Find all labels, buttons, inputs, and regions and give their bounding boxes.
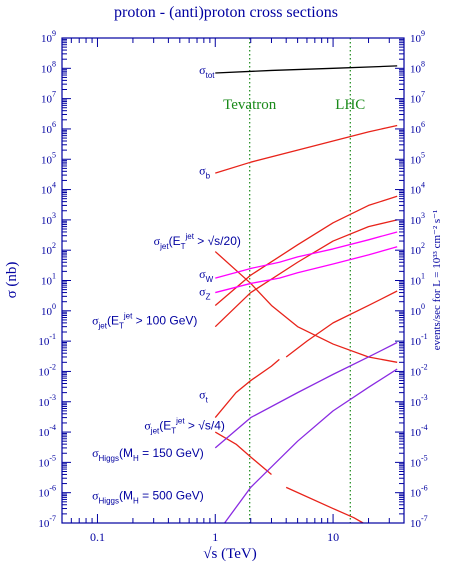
y-tick-label: 105 xyxy=(41,150,56,166)
y-right-tick-label: 106 xyxy=(410,120,425,136)
y-right-tick-label: 100 xyxy=(410,302,425,318)
label-sigma-t: σt xyxy=(199,387,208,404)
label-sigma-higgs-150: σHiggs(MH = 150 GeV) xyxy=(92,446,204,463)
y-tick-label: 10-1 xyxy=(38,332,56,348)
y-tick-label: 10-3 xyxy=(38,393,56,409)
y-tick-label: 100 xyxy=(41,302,56,318)
y-right-tick-label: 10-3 xyxy=(410,393,428,409)
y-right-tick-label: 108 xyxy=(410,59,425,75)
y-right-tick-label: 10-5 xyxy=(410,453,428,469)
label-sigma-Z: σZ xyxy=(199,285,210,302)
y-tick-label: 10-2 xyxy=(38,362,56,378)
vline-label-0: Tevatron xyxy=(223,97,277,113)
y-right-tick-label: 104 xyxy=(410,181,425,197)
label-sigma-higgs-500: σHiggs(MH = 500 GeV) xyxy=(92,488,204,505)
series-sigma-t-lhc xyxy=(285,290,398,358)
y-tick-label: 106 xyxy=(41,120,56,136)
y-tick-label: 10-6 xyxy=(38,484,56,500)
y-right-tick-label: 10-7 xyxy=(410,514,428,530)
label-sigma-jet-100gev: σjet(ETjet > 100 GeV) xyxy=(92,312,197,331)
y-right-tick-label: 103 xyxy=(410,211,425,227)
y-tick-label: 10-5 xyxy=(38,453,56,469)
label-sigma-W: σW xyxy=(199,267,213,284)
series-sigma-higgs-500 xyxy=(224,368,398,524)
x-tick-label: 10 xyxy=(327,530,339,544)
y-right-tick-label: 107 xyxy=(410,90,425,106)
y-right-tick-label: 102 xyxy=(410,241,425,257)
series-sigma-jet-low-2 xyxy=(285,486,364,524)
vline-label-1: LHC xyxy=(335,97,365,113)
y-axis-label: σ (nb) xyxy=(4,262,20,299)
y-right-tick-label: 105 xyxy=(410,150,425,166)
y-right-tick-label: 10-1 xyxy=(410,332,428,348)
series-sigma-jet-sqrt-s-4 xyxy=(214,251,398,363)
chart-title: proton - (anti)proton cross sections xyxy=(114,4,338,21)
y-tick-label: 103 xyxy=(41,211,56,227)
x-tick-label: 0.1 xyxy=(90,530,105,544)
y-tick-label: 108 xyxy=(41,59,56,75)
x-tick-label: 1 xyxy=(212,530,218,544)
label-sigma-jet-sqrt-s-4: σjet(ETjet > √s/4) xyxy=(144,417,225,436)
y-right-tick-label: 10-6 xyxy=(410,484,428,500)
label-sigma-tot: σtot xyxy=(199,63,215,80)
y-tick-label: 107 xyxy=(41,90,56,106)
series-sigma-b xyxy=(215,124,398,174)
series-sigma-W xyxy=(215,231,398,279)
series-sigma-t-tevatron xyxy=(214,358,280,419)
y-right-tick-label: 101 xyxy=(410,272,425,288)
y-tick-label: 10-4 xyxy=(38,423,56,439)
y-tick-label: 10-7 xyxy=(38,514,56,530)
y-tick-label: 109 xyxy=(41,29,56,45)
series-sigma-Z xyxy=(215,246,398,294)
label-sigma-b: σb xyxy=(199,163,210,180)
series-sigma-jet-sqrt-s-20 xyxy=(214,195,398,306)
y-right-tick-label: 10-2 xyxy=(410,362,428,378)
x-axis-label: √s (TeV) xyxy=(203,546,256,562)
y-right-tick-label: 10-4 xyxy=(410,423,428,439)
y-tick-label: 101 xyxy=(41,272,56,288)
label-sigma-jet-sqrt-s-20: σjet(ETjet > √s/20) xyxy=(154,232,241,251)
y-right-tick-label: 109 xyxy=(410,29,425,45)
y-tick-label: 102 xyxy=(41,241,56,257)
y-tick-label: 104 xyxy=(41,181,56,197)
series-sigma-tot xyxy=(215,65,398,74)
series-sigma-higgs-150 xyxy=(214,341,398,449)
y-right-axis-label: events/sec for L = 10³³ cm⁻² s⁻¹ xyxy=(431,210,443,351)
series-sigma-jet-100gev xyxy=(214,219,398,328)
series-sigma-jet-low-1 xyxy=(214,431,272,475)
